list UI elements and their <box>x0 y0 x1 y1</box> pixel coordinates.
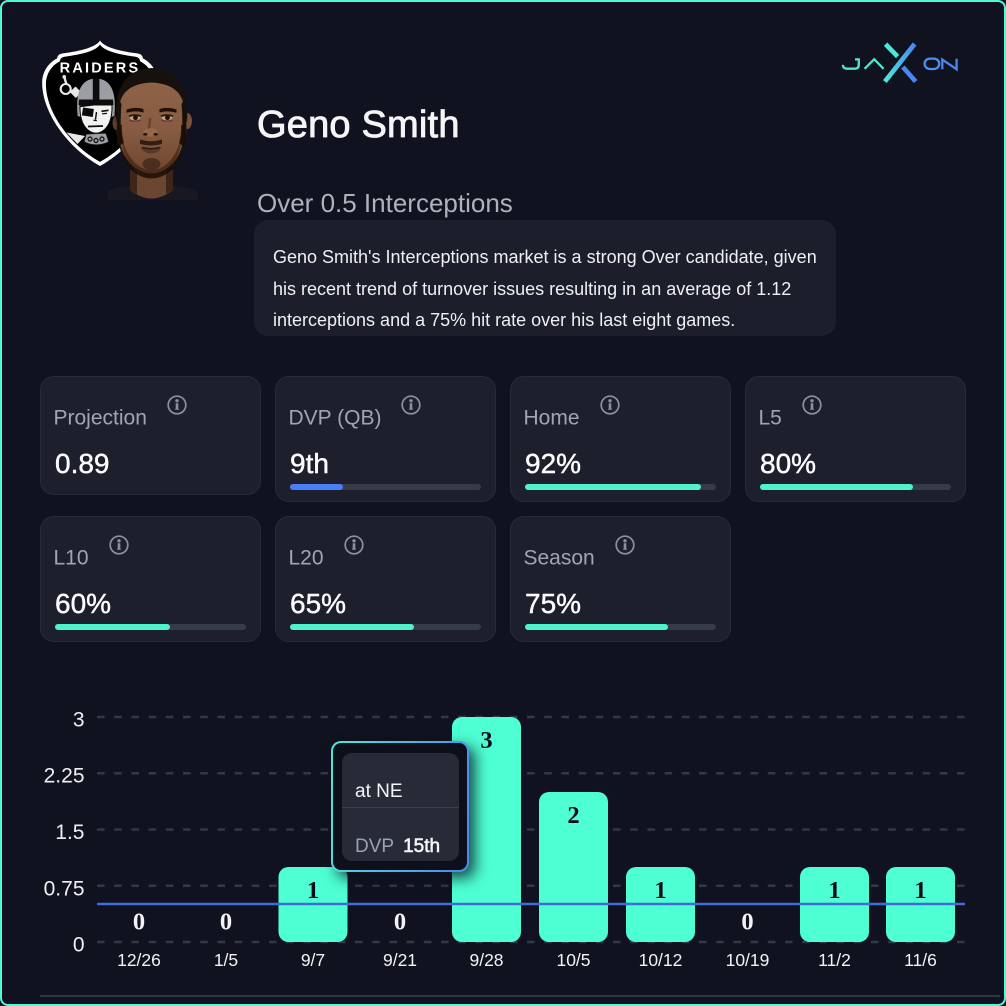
svg-text:2: 2 <box>567 802 579 829</box>
svg-text:0: 0 <box>220 908 232 935</box>
svg-text:9/7: 9/7 <box>301 950 325 970</box>
svg-text:11/6: 11/6 <box>904 950 937 970</box>
svg-text:RAIDERS: RAIDERS <box>60 61 141 77</box>
svg-text:3: 3 <box>73 709 85 732</box>
svg-text:10/5: 10/5 <box>556 950 590 970</box>
svg-text:0: 0 <box>741 908 753 935</box>
svg-text:12/26: 12/26 <box>117 950 161 970</box>
svg-text:0: 0 <box>133 908 145 935</box>
svg-text:10/19: 10/19 <box>726 950 770 970</box>
svg-text:10/12: 10/12 <box>639 950 683 970</box>
svg-text:1: 1 <box>654 877 666 904</box>
svg-text:1: 1 <box>914 877 926 904</box>
svg-text:11/2: 11/2 <box>818 950 851 970</box>
svg-text:0.75: 0.75 <box>44 878 85 901</box>
svg-text:9/21: 9/21 <box>383 950 417 970</box>
svg-text:2.25: 2.25 <box>44 765 85 788</box>
svg-text:3: 3 <box>480 727 492 754</box>
svg-text:1/5: 1/5 <box>214 950 238 970</box>
svg-text:9/28: 9/28 <box>469 950 503 970</box>
svg-text:0: 0 <box>394 908 406 935</box>
svg-text:1.5: 1.5 <box>55 821 84 844</box>
svg-text:0: 0 <box>73 934 85 957</box>
svg-text:1: 1 <box>307 877 319 904</box>
svg-text:1: 1 <box>828 877 840 904</box>
